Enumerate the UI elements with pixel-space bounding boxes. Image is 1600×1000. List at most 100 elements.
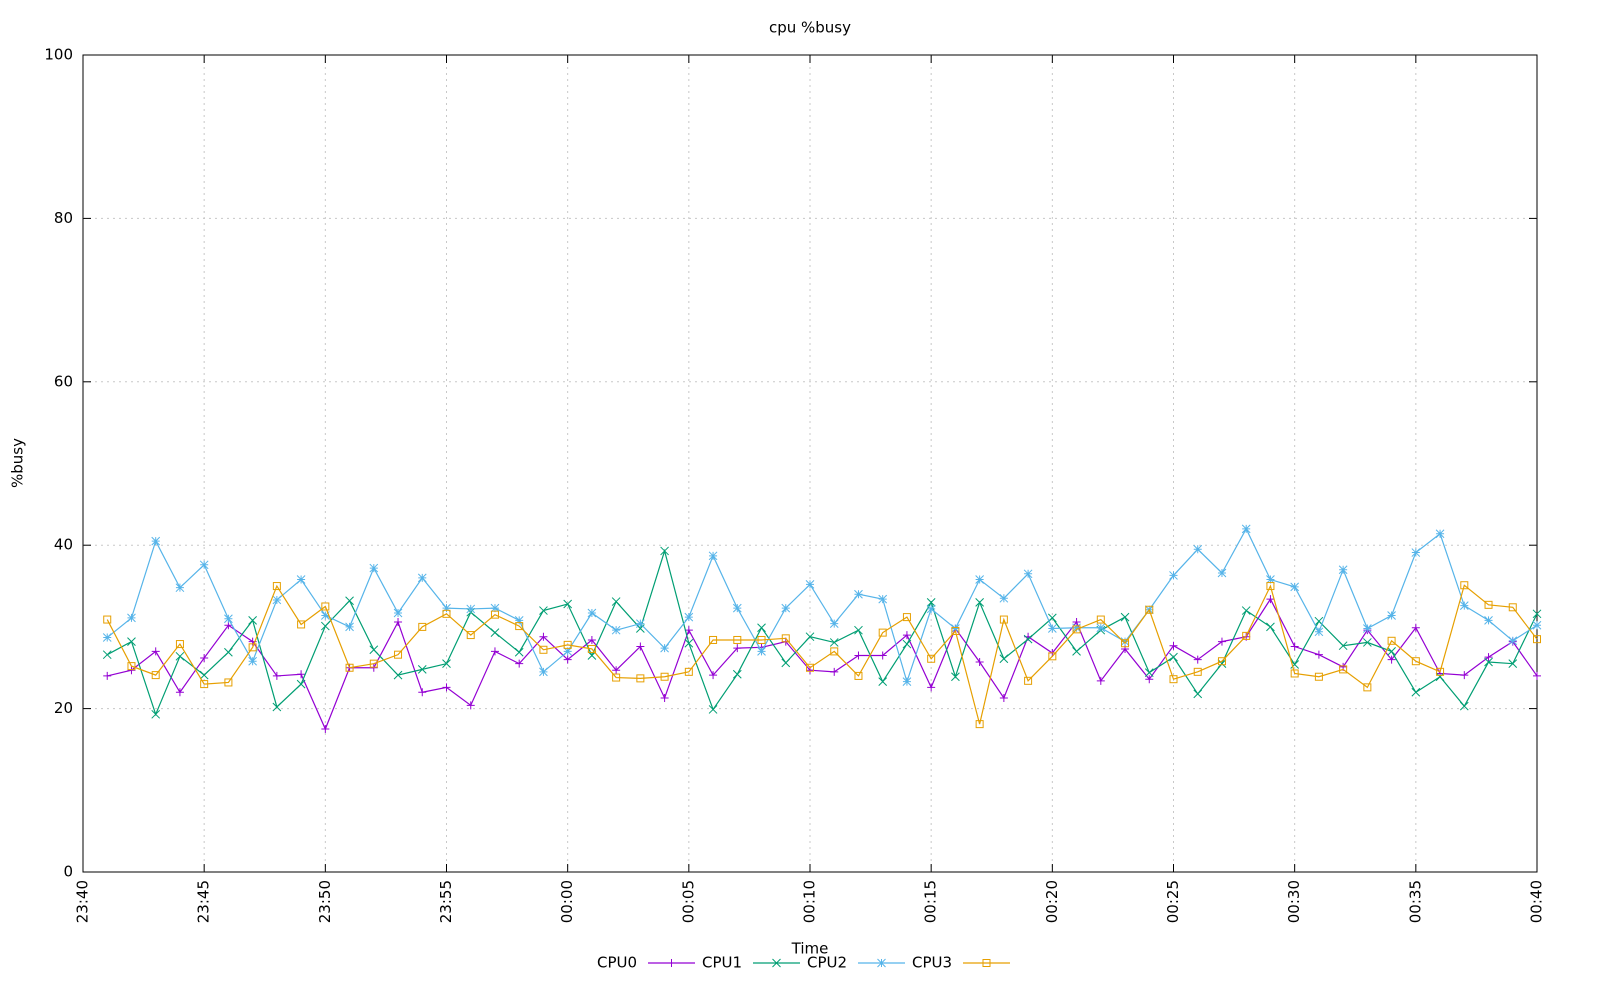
data-point (1484, 600, 1493, 609)
x-tick-label: 23:55 (437, 880, 455, 923)
data-point (611, 625, 621, 635)
data-point (1314, 650, 1323, 659)
data-point (272, 671, 281, 680)
data-point (854, 625, 863, 635)
data-point (514, 647, 524, 657)
data-point (684, 667, 693, 676)
data-point (1314, 672, 1323, 681)
data-point (781, 634, 790, 643)
data-point (854, 671, 863, 680)
data-point (1047, 613, 1057, 623)
data-point (612, 666, 621, 675)
data-point (418, 688, 427, 697)
series-line (107, 597, 1538, 731)
data-point (539, 606, 548, 615)
data-point (926, 598, 936, 607)
data-point (999, 654, 1009, 664)
data-point (418, 622, 427, 631)
data-point (1217, 568, 1227, 578)
data-point (1120, 612, 1130, 622)
data-point (248, 656, 257, 666)
data-point (636, 619, 645, 628)
data-point (806, 663, 814, 672)
data-point (320, 611, 330, 620)
data-point (1169, 652, 1178, 662)
data-point (394, 650, 403, 659)
y-tick-label: 80 (54, 209, 73, 227)
data-point (902, 639, 912, 649)
data-point (200, 653, 209, 662)
data-point (1266, 622, 1275, 632)
data-point (1290, 669, 1299, 678)
legend-label: CPU0 (597, 954, 637, 972)
data-point (587, 635, 596, 644)
data-point (830, 647, 839, 656)
data-point (490, 603, 500, 613)
data-point (563, 640, 572, 649)
data-point (1338, 565, 1348, 575)
data-point (127, 613, 136, 623)
data-point (1145, 605, 1154, 614)
chart-title: cpu %busy (769, 19, 851, 37)
data-point (1314, 627, 1324, 637)
data-point (1435, 672, 1445, 682)
data-point (1532, 620, 1542, 630)
data-point (272, 702, 282, 712)
data-point (854, 651, 863, 660)
data-point (1072, 625, 1081, 634)
data-point (926, 604, 936, 614)
data-point (175, 640, 184, 649)
data-point (1363, 638, 1372, 647)
data-point (708, 551, 718, 561)
x-tick-label: 00:05 (679, 880, 697, 923)
data-point (369, 645, 379, 655)
data-point (1121, 639, 1130, 648)
data-point (951, 626, 960, 635)
y-tick-label: 60 (54, 372, 73, 390)
legend-marker (667, 959, 676, 967)
y-tick-label: 40 (54, 536, 73, 554)
data-point (1411, 687, 1421, 697)
data-point (345, 663, 354, 672)
data-point (684, 626, 693, 635)
data-point (1266, 595, 1275, 604)
data-point (878, 594, 888, 604)
data-point (490, 647, 499, 656)
data-point (466, 701, 475, 710)
data-point (1339, 665, 1348, 674)
legend-label: CPU3 (912, 954, 952, 972)
data-point (151, 709, 161, 719)
data-point (587, 644, 596, 653)
x-tick-label: 00:40 (1528, 880, 1546, 923)
data-point (1217, 637, 1226, 646)
data-point (878, 677, 888, 686)
data-point (345, 622, 354, 632)
data-point (1460, 671, 1469, 680)
data-point (394, 617, 403, 626)
data-point (490, 628, 500, 637)
x-tick-label: 00:20 (1043, 880, 1061, 923)
data-point (1411, 548, 1421, 557)
data-point (878, 628, 887, 637)
series-line (106, 527, 1538, 684)
data-point (951, 624, 960, 633)
data-point (151, 671, 160, 680)
data-point (563, 655, 572, 664)
data-point (927, 654, 936, 663)
data-point (103, 671, 112, 680)
data-point (805, 632, 815, 642)
data-point (975, 720, 984, 729)
data-point (805, 580, 815, 589)
data-point (829, 619, 839, 628)
data-point (709, 671, 718, 680)
data-point (103, 615, 112, 624)
data-point (636, 642, 645, 651)
data-point (902, 631, 911, 640)
data-point (102, 650, 112, 660)
data-point (1484, 616, 1493, 625)
data-point (1387, 655, 1396, 664)
data-point (1217, 657, 1226, 666)
data-point (442, 609, 451, 618)
data-point (1024, 676, 1033, 685)
